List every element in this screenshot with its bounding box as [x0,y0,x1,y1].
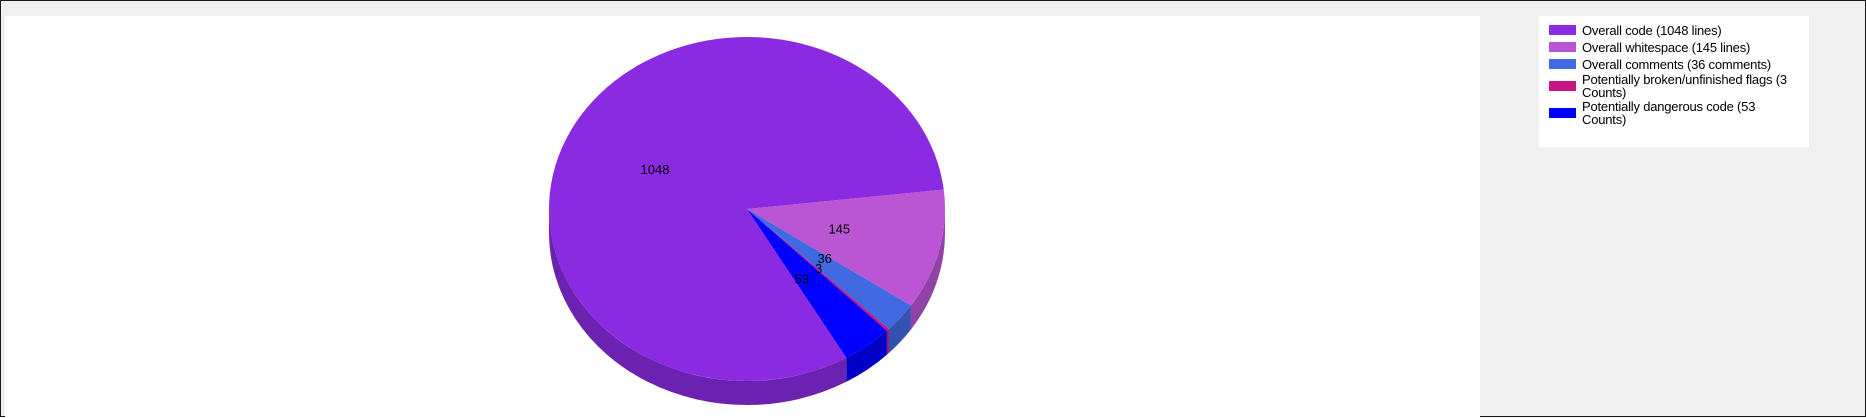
pie-side-overall-whitespace-145-lines [910,209,945,330]
pie-side-overall-code-1048-lines [549,209,847,405]
chart-area: 145 36 3 53 1048 [5,16,1480,418]
legend-item-overall-comments: Overall comments (36 comments) [1549,56,1809,72]
legend-label: Overall comments (36 comments) [1582,56,1772,72]
legend-label: Potentially broken/unfinished flags (3 C… [1582,72,1787,100]
legend: Overall code (1048 lines) Overall whites… [1539,16,1809,147]
pie-slice-overall-comments-36-comments [747,209,911,329]
legend-label: Overall code (1048 lines) [1582,22,1722,38]
pie-data-label-potentially-dangerous-code-53-counts: 53 [795,271,809,286]
legend-item-broken-flags: Potentially broken/unfinished flags (3 C… [1549,73,1809,99]
legend-swatch [1549,108,1576,118]
pie-slice-potentially-broken-unfinished-flags-3-counts [747,209,889,331]
legend-item-overall-code: Overall code (1048 lines) [1549,22,1809,38]
pie-data-label-potentially-broken-unfinished-flags-3-counts: 3 [815,261,822,276]
pie-data-label-overall-code-1048-lines: 1048 [641,162,670,177]
pie-chart: 145 363 53 1048 [548,37,946,405]
legend-swatch [1549,25,1576,35]
legend-item-overall-whitespace: Overall whitespace (145 lines) [1549,39,1809,55]
legend-label: Overall whitespace (145 lines) [1582,39,1751,55]
legend-swatch [1549,81,1576,91]
pie-side-potentially-broken-unfinished-flags-3-counts [886,328,889,355]
pie-slice-potentially-dangerous-code-53-counts [747,209,887,358]
pie-side-overall-comments-36-comments [888,305,911,353]
legend-label: Potentially dangerous code (53 Counts) [1582,99,1756,127]
legend-item-dangerous-code: Potentially dangerous code (53 Counts) [1549,100,1809,126]
pie-side-potentially-dangerous-code-53-counts [846,330,887,382]
legend-swatch [1549,59,1576,69]
pie-data-label-overall-whitespace-145-lines: 145 [828,222,850,237]
pie-slice-overall-code-1048-lines [548,37,944,382]
pie-slice-overall-whitespace-145-lines [747,189,946,306]
legend-swatch [1549,42,1576,52]
pie-data-label-overall-comments-36-comments: 36 [817,251,831,266]
